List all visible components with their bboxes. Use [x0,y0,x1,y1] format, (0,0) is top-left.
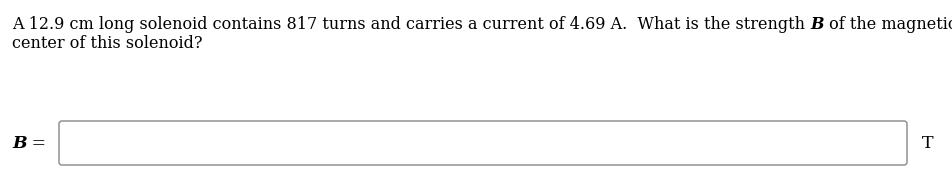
Text: center of this solenoid?: center of this solenoid? [12,35,203,52]
FancyBboxPatch shape [59,121,907,165]
Text: B: B [12,135,27,151]
Text: A 12.9 cm long solenoid contains 817 turns and carries a current of 4.69 A.  Wha: A 12.9 cm long solenoid contains 817 tur… [12,16,810,33]
Text: B: B [810,16,823,33]
Text: =: = [26,135,46,151]
Text: of the magnetic field at the: of the magnetic field at the [823,16,952,33]
Text: T: T [922,135,934,151]
